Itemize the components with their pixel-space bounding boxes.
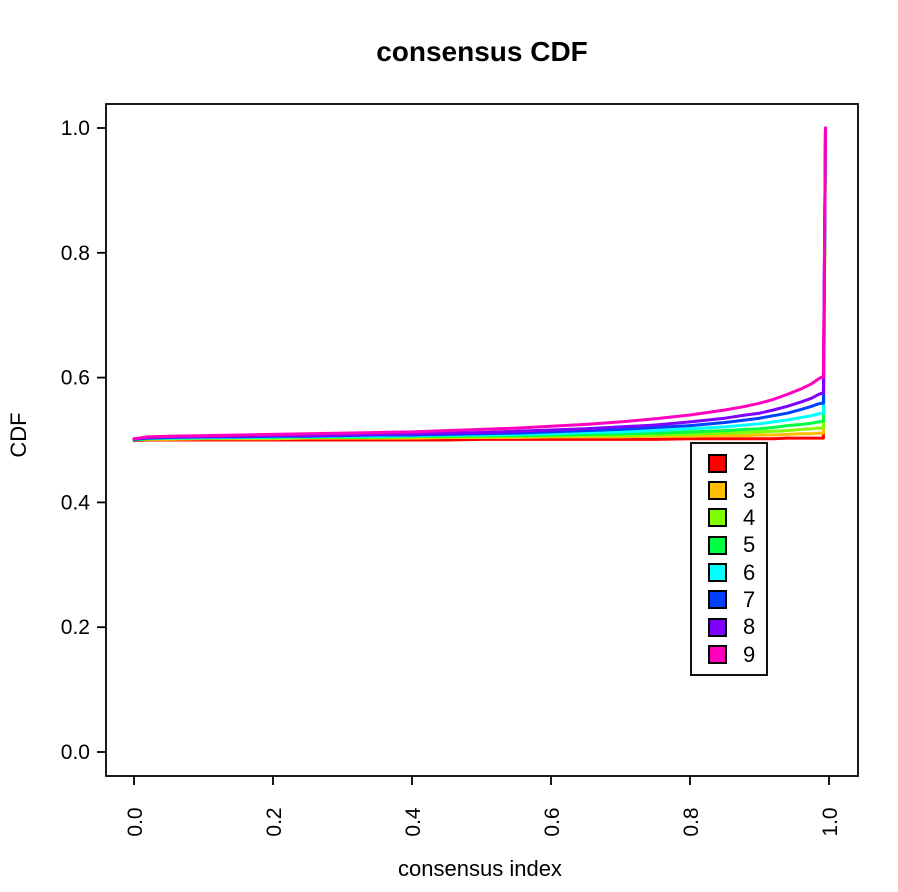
cdf-curves <box>132 126 827 443</box>
legend-label-k9: 9 <box>743 641 756 667</box>
legend-swatch-k9 <box>708 645 727 665</box>
legend-swatch-k3 <box>708 481 727 501</box>
legend-swatch-k4 <box>708 508 727 528</box>
legend-item-k3: 3 <box>708 477 766 503</box>
legend-item-k9: 9 <box>708 641 766 667</box>
legend-swatch-k2 <box>708 453 727 473</box>
x-tick-label: 0.4 <box>402 807 425 837</box>
legend-label-k3: 3 <box>743 477 756 503</box>
plot-border <box>105 103 859 777</box>
cdf-curve-k4 <box>132 126 827 442</box>
y-axis: 0.0 0.2 0.4 0.6 0.8 1.0 <box>61 117 106 764</box>
legend-label-k8: 8 <box>743 614 756 640</box>
legend-item-k5: 5 <box>708 534 766 556</box>
cdf-curve-k8 <box>132 126 827 441</box>
legend-swatch-k6 <box>708 563 727 583</box>
legend-item-k8: 8 <box>708 616 766 638</box>
x-tick-label: 0.6 <box>541 807 564 836</box>
cdf-curve-k9 <box>132 126 827 441</box>
y-tick-label: 0.0 <box>61 741 90 764</box>
x-tick-label: 1.0 <box>819 807 842 836</box>
y-tick-label: 0.4 <box>61 491 91 514</box>
y-tick-label: 0.2 <box>61 616 90 639</box>
cdf-curve-k2 <box>132 126 827 443</box>
legend-label-k4: 4 <box>743 504 756 530</box>
legend-label-k5: 5 <box>743 532 756 558</box>
y-tick-label: 0.8 <box>61 242 90 265</box>
x-tick-label: 0.8 <box>680 807 703 836</box>
legend-swatch-k5 <box>708 535 727 555</box>
cdf-curve-k5 <box>132 126 827 442</box>
legend-swatch-k7 <box>708 590 727 610</box>
cdf-curve-k6 <box>132 126 827 441</box>
legend-label-k6: 6 <box>743 559 756 585</box>
y-tick-label: 0.6 <box>61 367 90 390</box>
legend-item-k7: 7 <box>708 586 766 612</box>
x-tick-label: 0.0 <box>124 807 147 836</box>
legend-swatch-k8 <box>708 617 727 637</box>
y-axis-title: CDF <box>6 412 31 457</box>
legend-label-k2: 2 <box>743 450 756 476</box>
cdf-curve-k7 <box>132 126 827 441</box>
cdf-curve-k3 <box>132 126 827 442</box>
chart-title: consensus CDF <box>376 36 588 67</box>
y-tick-label: 1.0 <box>61 117 90 140</box>
legend-item-k4: 4 <box>708 504 766 530</box>
x-tick-label: 0.2 <box>263 807 286 836</box>
x-axis: 0.0 0.2 0.4 0.6 0.8 1.0 <box>124 776 842 837</box>
x-axis-title: consensus index <box>398 856 562 881</box>
legend-item-k2: 2 <box>708 452 766 474</box>
legend-label-k7: 7 <box>743 586 756 612</box>
legend-item-k6: 6 <box>708 559 766 585</box>
